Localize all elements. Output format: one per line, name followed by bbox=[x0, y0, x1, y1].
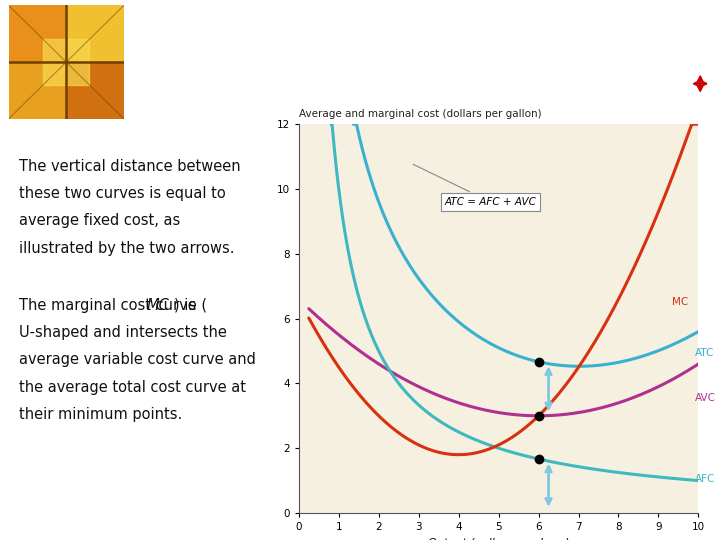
Text: illustrated by the two arrows.: illustrated by the two arrows. bbox=[19, 241, 235, 255]
Text: 12.2 SHORT-RUN COST: 12.2 SHORT-RUN COST bbox=[140, 72, 439, 96]
Bar bbox=[66, 5, 124, 62]
X-axis label: Output (gallons per hour): Output (gallons per hour) bbox=[428, 538, 570, 540]
Text: AVC: AVC bbox=[696, 393, 716, 403]
Text: ATC = AFC + AVC: ATC = AFC + AVC bbox=[413, 164, 536, 207]
Bar bbox=[43, 39, 89, 85]
Text: MC: MC bbox=[672, 298, 688, 307]
Text: average variable cost curve and: average variable cost curve and bbox=[19, 352, 256, 367]
Text: Average and marginal cost (dollars per gallon): Average and marginal cost (dollars per g… bbox=[299, 109, 541, 119]
Text: AFC: AFC bbox=[696, 474, 716, 484]
Text: ) is: ) is bbox=[174, 298, 196, 313]
Text: The vertical distance between: The vertical distance between bbox=[19, 159, 241, 173]
Text: these two curves is equal to: these two curves is equal to bbox=[19, 186, 226, 201]
Text: their minimum points.: their minimum points. bbox=[19, 407, 183, 422]
Bar bbox=[66, 62, 124, 119]
Text: MC: MC bbox=[146, 298, 169, 313]
Text: The marginal cost curve (: The marginal cost curve ( bbox=[19, 298, 207, 313]
Text: average fixed cost, as: average fixed cost, as bbox=[19, 213, 181, 228]
Text: the average total cost curve at: the average total cost curve at bbox=[19, 380, 246, 395]
Bar bbox=[9, 62, 66, 119]
Text: U-shaped and intersects the: U-shaped and intersects the bbox=[19, 325, 228, 340]
Bar bbox=[9, 5, 66, 62]
Text: ATC: ATC bbox=[696, 348, 714, 357]
